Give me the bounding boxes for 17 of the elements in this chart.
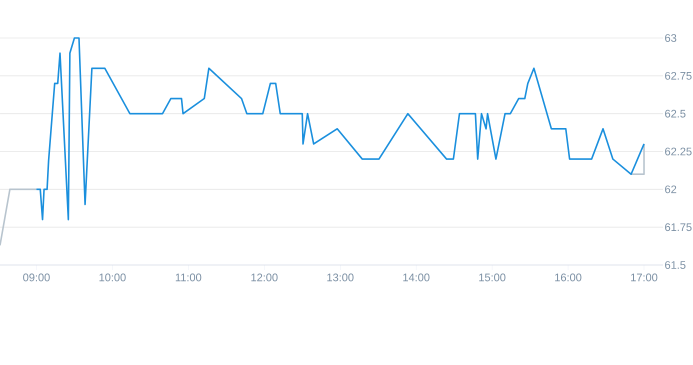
x-tick-label: 15:00 (479, 274, 506, 282)
x-tick-label: 17:00 (631, 274, 658, 282)
y-tick-label: 61.75 (665, 223, 692, 232)
y-tick-label: 62.75 (665, 72, 692, 80)
y-tick-label: 63 (665, 34, 676, 42)
x-tick-label: 11:00 (176, 274, 202, 282)
x-tick-label: 10:00 (99, 274, 126, 282)
x-tick-label: 16:00 (555, 274, 582, 282)
y-tick-label: 62.5 (665, 110, 686, 118)
x-tick-label: 12:00 (251, 274, 278, 282)
x-tick-label: 09:00 (23, 274, 50, 282)
line-series (36, 37, 645, 220)
y-tick-label: 62.25 (665, 148, 692, 156)
y-tick-label: 61.5 (665, 261, 686, 269)
x-tick-label: 14:00 (403, 274, 430, 282)
x-tick-label: 13:00 (327, 274, 354, 282)
y-tick-label: 62 (665, 185, 676, 194)
